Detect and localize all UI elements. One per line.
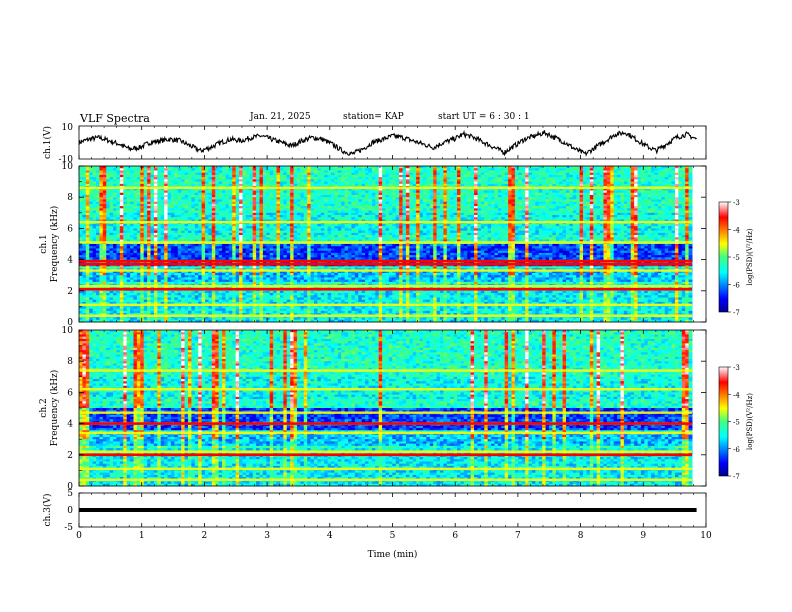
ch1-colorbar-tick-label: -7	[733, 309, 740, 317]
ch1-colorbar-tick-label: -6	[733, 282, 740, 290]
ch2-band	[79, 369, 692, 372]
x-tick-label: 9	[640, 531, 646, 541]
ch1-band	[79, 303, 692, 307]
ch1-colorbar-tick-label: -4	[733, 227, 740, 235]
ch2-band	[79, 450, 692, 453]
x-tick-label: 6	[452, 531, 458, 541]
ch1-strong-band	[79, 259, 692, 263]
ch2-ytick-label: 10	[62, 326, 74, 336]
ch1-band	[79, 284, 692, 288]
ch1-colorbar-label: log(PSD)(V²/Hz)	[746, 228, 754, 285]
x-tick-label: 5	[390, 531, 396, 541]
ch2-ytick-label: 6	[67, 388, 73, 398]
header-date: Jan. 21, 2025	[250, 112, 311, 122]
x-tick-label: 7	[515, 531, 521, 541]
ch2-colorbar	[718, 366, 729, 477]
ch1-ylabel-frequency: Frequency (kHz)	[49, 206, 60, 283]
figure-title: VLF Spectra	[80, 112, 150, 125]
ch1-ytick-label: 6	[67, 224, 73, 234]
ch2-colorbar-tick-label: -7	[733, 473, 740, 481]
ch1-colorbar	[718, 201, 729, 313]
x-tick-label: 8	[578, 531, 584, 541]
ch1-ytick-label: 2	[67, 287, 73, 297]
ch3-ytick-label: -5	[64, 523, 73, 533]
ch1-band	[79, 220, 692, 224]
x-tick-label: 3	[264, 531, 270, 541]
ch2-band	[79, 431, 692, 435]
header-station: station= KAP	[343, 112, 404, 122]
ch2-strong-band	[79, 453, 692, 457]
ch2-colorbar-label: log(PSD)(V²/Hz)	[746, 393, 754, 450]
ch2-ytick-label: 8	[67, 357, 73, 367]
ch1-band	[79, 269, 692, 272]
ch2-ytick-label: 0	[67, 482, 73, 492]
ch2-ytick-label: 4	[67, 420, 73, 430]
ch2-colorbar-tick-label: -5	[733, 419, 740, 427]
ch1-band	[79, 314, 692, 317]
ch2-colorbar-tick-label: -3	[733, 364, 740, 372]
ch1-band	[79, 186, 692, 190]
ch1-colorbar-tick-label: -5	[733, 254, 740, 262]
ch2-spectrogram-cells	[79, 330, 693, 487]
ch2-ylabel-channel: ch.2	[39, 398, 49, 417]
ch1-ytick-label: 10	[62, 123, 74, 133]
ch2-band	[79, 411, 692, 414]
ch2-band	[79, 388, 692, 391]
ch2-strong-band	[79, 422, 692, 425]
ch2-ylabel-frequency: Frequency (kHz)	[49, 370, 60, 447]
ch3-voltage-series	[79, 508, 697, 512]
ch2-band	[79, 478, 692, 481]
ch2-ytick-label: 2	[67, 451, 73, 461]
ch3-ytick-label: 5	[67, 489, 73, 499]
x-tick-label: 4	[327, 531, 333, 541]
ch2-colorbar-tick-label: -6	[733, 446, 740, 454]
x-tick-label: 10	[700, 531, 712, 541]
ch1-ylabel-channel: ch.1	[39, 234, 49, 253]
ch1-band	[79, 241, 692, 244]
x-tick-label: 0	[76, 531, 82, 541]
x-tick-label: 1	[139, 531, 145, 541]
ch1-voltage-series	[78, 130, 697, 157]
ch2-colorbar-tick-label: -4	[733, 391, 740, 399]
ch3-ytick-label: 0	[67, 506, 73, 516]
ch1-ytick-label: 10	[62, 162, 74, 172]
ch1-spectrogram-cells	[79, 166, 693, 323]
x-tick-label: 2	[202, 531, 208, 541]
ch1-strong-band	[79, 262, 692, 266]
ch3-ylabel: ch.3(V)	[42, 494, 53, 527]
x-axis-label: Time (min)	[368, 549, 418, 560]
ch1-ytick-label: 8	[67, 193, 73, 203]
ch1-ytick-label: 0	[67, 318, 73, 328]
ch1-strong-band	[79, 287, 692, 291]
ch1-ylabel: ch.1(V)	[42, 126, 53, 159]
ch1-colorbar-tick-label: -3	[733, 199, 740, 207]
ch1-ytick-label: 4	[67, 256, 73, 266]
header-start-time: start UT = 6 : 30 : 1	[438, 112, 530, 122]
ch1-ytick-label: -10	[59, 155, 74, 165]
ch2-band	[79, 467, 692, 471]
